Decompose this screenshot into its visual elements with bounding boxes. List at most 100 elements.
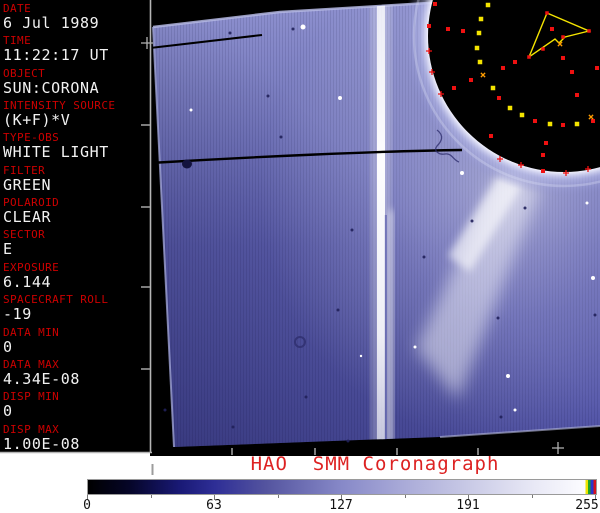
field-value: 6 Jul 1989 xyxy=(3,14,100,32)
metadata-field: DATE 6 Jul 1989 xyxy=(3,2,149,32)
field-label: INTENSITY SOURCE xyxy=(3,99,116,113)
field-value: 11:22:17 UT xyxy=(3,46,109,65)
colorbar-tick xyxy=(150,495,152,498)
orange-cross-marker xyxy=(588,114,594,120)
yellow-marker xyxy=(574,121,580,127)
star-point xyxy=(585,201,589,205)
dark-speck xyxy=(279,135,283,139)
colorbar-label: 191 xyxy=(456,498,480,513)
red-marker xyxy=(541,153,545,157)
yellow-marker xyxy=(476,30,482,36)
metadata-field: POLAROID CLEAR xyxy=(3,196,149,226)
dark-speck xyxy=(422,255,426,259)
red-marker xyxy=(427,24,431,28)
red-marker xyxy=(595,66,599,70)
field-value: E xyxy=(3,240,13,259)
field-value: 4.34E-08 xyxy=(3,369,81,388)
field-label: DATA MIN xyxy=(3,325,60,339)
dark-speck xyxy=(496,316,500,320)
colorbar-tick xyxy=(595,495,596,500)
colorbar-tick xyxy=(404,495,406,498)
left-edge-rim xyxy=(152,26,175,448)
metadata-field: DISP MAX 1.00E-08 xyxy=(3,423,149,453)
polygon-vertex-dot xyxy=(545,11,549,15)
yellow-marker xyxy=(477,59,483,65)
field-value: GREEN xyxy=(3,175,52,194)
star-point xyxy=(460,171,464,175)
metadata-field: EXPOSURE 6.144 xyxy=(3,261,149,291)
field-label: FILTER xyxy=(3,163,46,177)
vertical-streak-secondary xyxy=(387,210,394,446)
star-point xyxy=(359,354,363,358)
colorbar-label: 63 xyxy=(206,498,222,513)
metadata-panel-background xyxy=(0,0,150,452)
dark-speck xyxy=(231,425,235,429)
orange-cross-marker xyxy=(480,72,486,78)
field-label: OBJECT xyxy=(3,66,46,80)
dark-line-upper xyxy=(149,34,263,49)
colorbar-gradient xyxy=(87,479,597,495)
yellow-marker xyxy=(474,45,480,51)
dark-speck xyxy=(304,395,308,399)
colorbar-tick xyxy=(341,495,342,500)
field-label: TYPE-OBS xyxy=(3,131,60,145)
dark-speck xyxy=(523,206,527,210)
metadata-field: TIME 11:22:17 UT xyxy=(3,34,149,64)
field-value: WHITE LIGHT xyxy=(3,143,109,162)
star-point xyxy=(506,374,510,378)
red-cross-marker xyxy=(585,166,591,172)
image-title: HAO SMM Coronagraph xyxy=(250,453,500,475)
dark-speck xyxy=(228,31,232,35)
dark-speck xyxy=(499,415,503,419)
red-marker xyxy=(446,27,450,31)
colorbar-tick xyxy=(87,495,88,500)
metadata-field: DATA MAX 4.34E-08 xyxy=(3,358,149,388)
field-value: 1.00E-08 xyxy=(3,434,81,453)
field-label: SPACECRAFT ROLL xyxy=(3,293,109,307)
metadata-field: INTENSITY SOURCE (K+F)*V xyxy=(3,99,149,129)
field-value: 6.144 xyxy=(3,272,52,291)
red-marker xyxy=(533,119,537,123)
red-marker xyxy=(489,134,493,138)
red-marker xyxy=(469,78,473,82)
polygon-vertex-dot xyxy=(527,55,531,59)
colorbar-tick xyxy=(277,495,279,498)
field-value: SUN:CORONA xyxy=(3,78,100,97)
red-marker xyxy=(497,96,501,100)
dark-speck xyxy=(291,27,295,31)
dark-speck xyxy=(163,408,167,412)
colorbar-label: 0 xyxy=(83,498,91,513)
red-marker xyxy=(561,123,565,127)
dark-speck xyxy=(346,439,350,443)
red-marker xyxy=(570,70,574,74)
red-marker xyxy=(544,141,548,145)
red-marker xyxy=(513,60,517,64)
colorbar-label: 255 xyxy=(575,498,599,513)
coronal-streamer xyxy=(416,172,540,400)
field-label: POLAROID xyxy=(3,196,60,210)
star-point xyxy=(591,276,595,280)
yellow-marker xyxy=(485,2,491,8)
field-label: TIME xyxy=(3,34,32,48)
polygon-vertex-dot xyxy=(541,47,545,51)
red-marker xyxy=(561,56,565,60)
star-point xyxy=(513,408,517,412)
yellow-marker xyxy=(478,16,484,22)
orange-cross-marker xyxy=(557,41,563,47)
colorbar-label: 127 xyxy=(329,498,353,513)
polygon-vertex-dot xyxy=(587,29,591,33)
yellow-marker xyxy=(490,85,496,91)
field-label: EXPOSURE xyxy=(3,260,60,274)
field-label: SECTOR xyxy=(3,228,46,242)
yellow-marker xyxy=(519,112,525,118)
field-label: DISP MAX xyxy=(3,422,60,436)
field-label: DATA MAX xyxy=(3,357,60,371)
metadata-field: TYPE-OBS WHITE LIGHT xyxy=(3,131,149,161)
yellow-marker xyxy=(547,121,553,127)
outer-limb-ring xyxy=(412,0,600,188)
dark-ring xyxy=(294,336,306,348)
star-point xyxy=(413,345,417,349)
fiducial-cross xyxy=(552,442,564,454)
red-marker xyxy=(433,2,437,6)
dark-speck xyxy=(336,308,340,312)
